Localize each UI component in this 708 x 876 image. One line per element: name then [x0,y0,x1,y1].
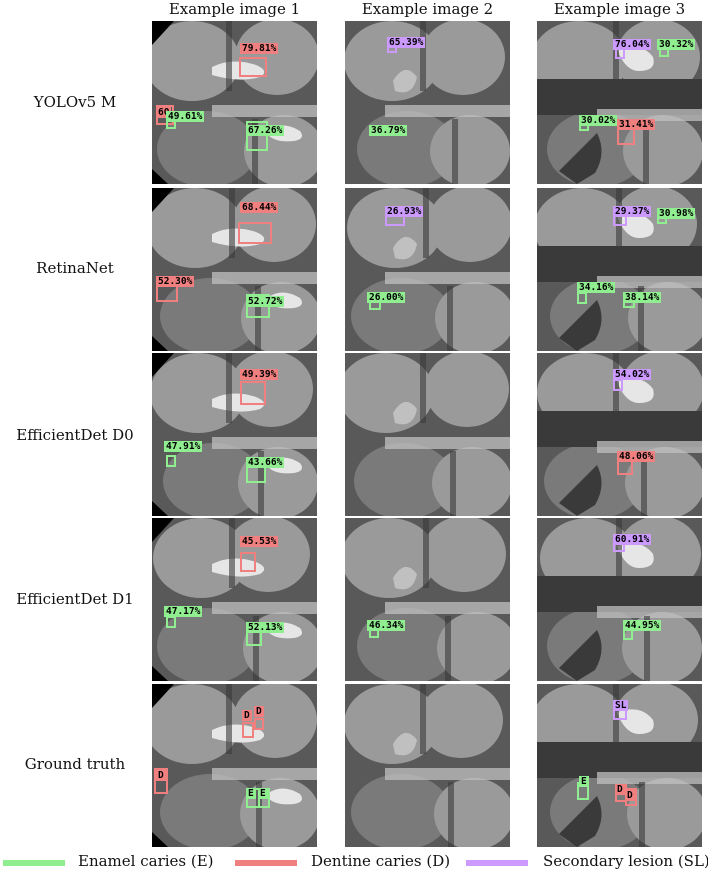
detection-label-e: 67.26% [246,125,285,136]
row-label-efficientdet-d0: EfficientDet D0 [16,426,134,444]
detection-label-d: D [156,770,166,781]
column-title-1: Example image 1 [168,0,301,18]
detection-label-sl: 54.02% [613,369,652,380]
radiograph-panel-r5-c3: SL E D D [537,684,702,847]
row-label-retinanet: RetinaNet [36,259,114,277]
detection-label-d: 79.81% [240,43,279,54]
legend-swatch-secondary [466,860,528,866]
legend-swatch-dentine [235,860,297,866]
detection-box-d [238,222,272,244]
detection-label-e: 44.95% [623,620,662,631]
detection-label-e: 38.14% [623,292,662,303]
detection-box-d [154,768,168,794]
detection-label-d: 48.06% [617,451,656,462]
detection-label-d: 60 [156,107,172,118]
detection-label-sl: SL [613,700,629,711]
detection-box-d [254,718,264,730]
detection-label-e: 34.16% [577,282,616,293]
detection-label-d: 49.39% [240,369,279,380]
detection-box-d [240,552,256,572]
detection-box-sl [613,379,623,391]
radiograph-panel-r1-c3: 76.04% 30.32% 30.02% 31.41% [537,21,702,184]
detection-label-e: 43.66% [246,457,285,468]
detection-label-e: 52.72% [246,296,285,307]
detection-box-d [239,57,267,77]
legend-label-secondary: Secondary lesion (SL) [543,852,708,870]
detection-label-e: E [246,788,256,799]
detection-label-e: 47.91% [164,441,203,452]
detection-label-sl: 60.91% [613,534,652,545]
radiograph-panel-r5-c2 [345,684,510,847]
detection-label-d: D [242,710,252,721]
detection-label-e: 30.32% [657,39,696,50]
detection-label-e: 49.61% [166,111,205,122]
detection-label-e: E [258,788,268,799]
detection-label-d: D [254,706,264,717]
column-title-3: Example image 3 [553,0,686,18]
radiograph-panel-r2-c2: 26.93% 26.00% [345,188,510,351]
detection-label-d: D [615,784,625,795]
detection-box-d [242,722,254,738]
radiograph-panel-r3-c1: 49.39% 47.91% 43.66% [152,353,317,516]
detection-label-e: 36.79% [369,125,408,136]
column-title-2: Example image 2 [361,0,494,18]
detection-label-e: 47.17% [164,606,203,617]
detection-label-e: 46.34% [367,620,406,631]
detection-label-e: 30.02% [579,115,618,126]
radiograph-panel-r3-c2 [345,353,510,516]
detection-label-sl: 76.04% [613,39,652,50]
radiograph-panel-r4-c1: 45.53% 47.17% 52.13% [152,518,317,681]
detection-box-e [166,616,176,628]
row-label-efficientdet-d1: EfficientDet D1 [16,590,134,608]
detection-box-d [240,381,266,405]
detection-box-e [166,455,176,467]
detection-label-e: 30.98% [657,208,696,219]
radiograph-panel-r3-c3: 54.02% 48.06% [537,353,702,516]
detection-label-d: 52.30% [156,276,195,287]
detection-label-e: 26.00% [367,292,406,303]
detection-label-sl: 65.39% [387,37,426,48]
detection-box-e [577,292,587,304]
detection-label-d: 31.41% [617,119,656,130]
radiograph-panel-r4-c3: 60.91% 44.95% [537,518,702,681]
radiograph-panel-r2-c3: 29.37% 30.98% 34.16% 38.14% [537,188,702,351]
detection-label-e: E [579,776,589,787]
radiograph-panel-r1-c2: 65.39% 36.79% [345,21,510,184]
detection-label-e: 52.13% [246,622,285,633]
detection-label-sl: 29.37% [613,206,652,217]
detection-box-e [246,121,268,151]
radiograph-panel-r2-c1: 68.44% 52.30% 52.72% [152,188,317,351]
detection-label-sl: 26.93% [385,206,424,217]
legend-swatch-enamel [3,860,65,866]
detection-label-d: 45.53% [240,536,279,547]
legend-label-dentine: Dentine caries (D) [311,852,451,870]
detection-label-d: 68.44% [240,202,279,213]
detection-label-d: D [625,790,635,801]
legend-label-enamel: Enamel caries (E) [78,852,214,870]
radiograph-panel-r4-c2: 46.34% [345,518,510,681]
row-label-ground-truth: Ground truth [24,755,126,773]
row-label-yolov5m: YOLOv5 M [33,93,117,111]
radiograph-panel-r1-c1: 79.81% 60 49.61% 67.26% [152,21,317,184]
